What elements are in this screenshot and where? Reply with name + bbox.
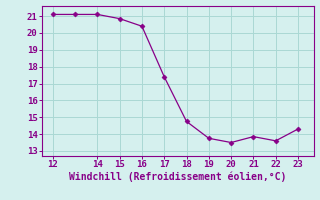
- X-axis label: Windchill (Refroidissement éolien,°C): Windchill (Refroidissement éolien,°C): [69, 172, 286, 182]
